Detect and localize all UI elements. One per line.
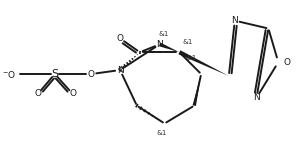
Text: S: S [51, 69, 58, 79]
Text: N: N [231, 16, 238, 25]
Text: O: O [34, 89, 41, 98]
Text: N: N [117, 66, 124, 75]
Text: N: N [156, 40, 163, 49]
Polygon shape [159, 43, 179, 52]
Text: O: O [69, 89, 76, 98]
Text: O: O [283, 58, 290, 67]
Text: &1: &1 [156, 130, 167, 136]
Text: O: O [88, 69, 95, 79]
Polygon shape [178, 50, 229, 76]
Text: &1: &1 [186, 55, 196, 61]
Polygon shape [192, 74, 201, 106]
Text: $^{-}$O: $^{-}$O [2, 69, 16, 79]
Text: N: N [253, 93, 260, 102]
Text: &1: &1 [158, 31, 169, 37]
Text: O: O [117, 34, 124, 43]
Text: &1: &1 [182, 39, 192, 45]
